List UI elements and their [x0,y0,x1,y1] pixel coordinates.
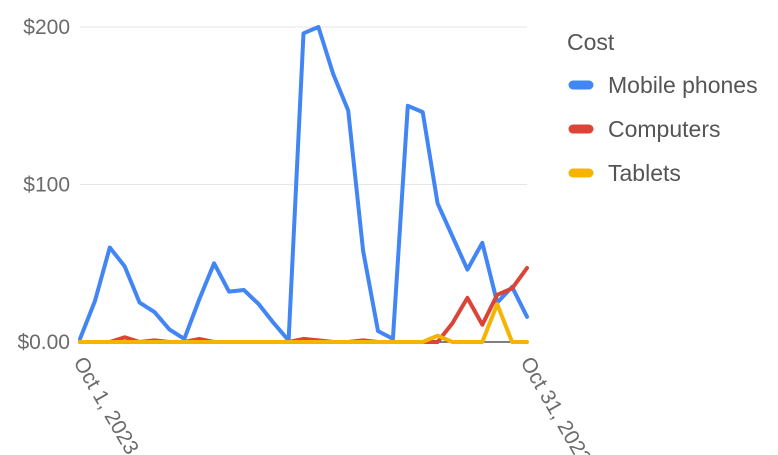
y-tick-label: $200 [23,16,70,39]
legend-label: Tablets [608,160,681,186]
series-lines [78,25,529,344]
x-tick-label: Oct 1, 2023 [69,353,143,455]
series-line-tablets [78,302,529,344]
series-line-mobile-phones [78,25,529,343]
y-tick-label: $100 [23,174,70,197]
legend-label: Computers [608,116,720,142]
x-tick-label: Oct 31, 2023 [516,353,596,455]
legend: Cost Mobile phones Computers Tablets [567,29,758,186]
y-axis: $0.00 $100 $200 [17,16,70,354]
y-tick-label: $0.00 [17,331,70,354]
legend-label: Mobile phones [608,72,758,98]
legend-title: Cost [567,29,615,55]
x-axis: Oct 1, 2023 Oct 31, 2023 [69,353,596,455]
